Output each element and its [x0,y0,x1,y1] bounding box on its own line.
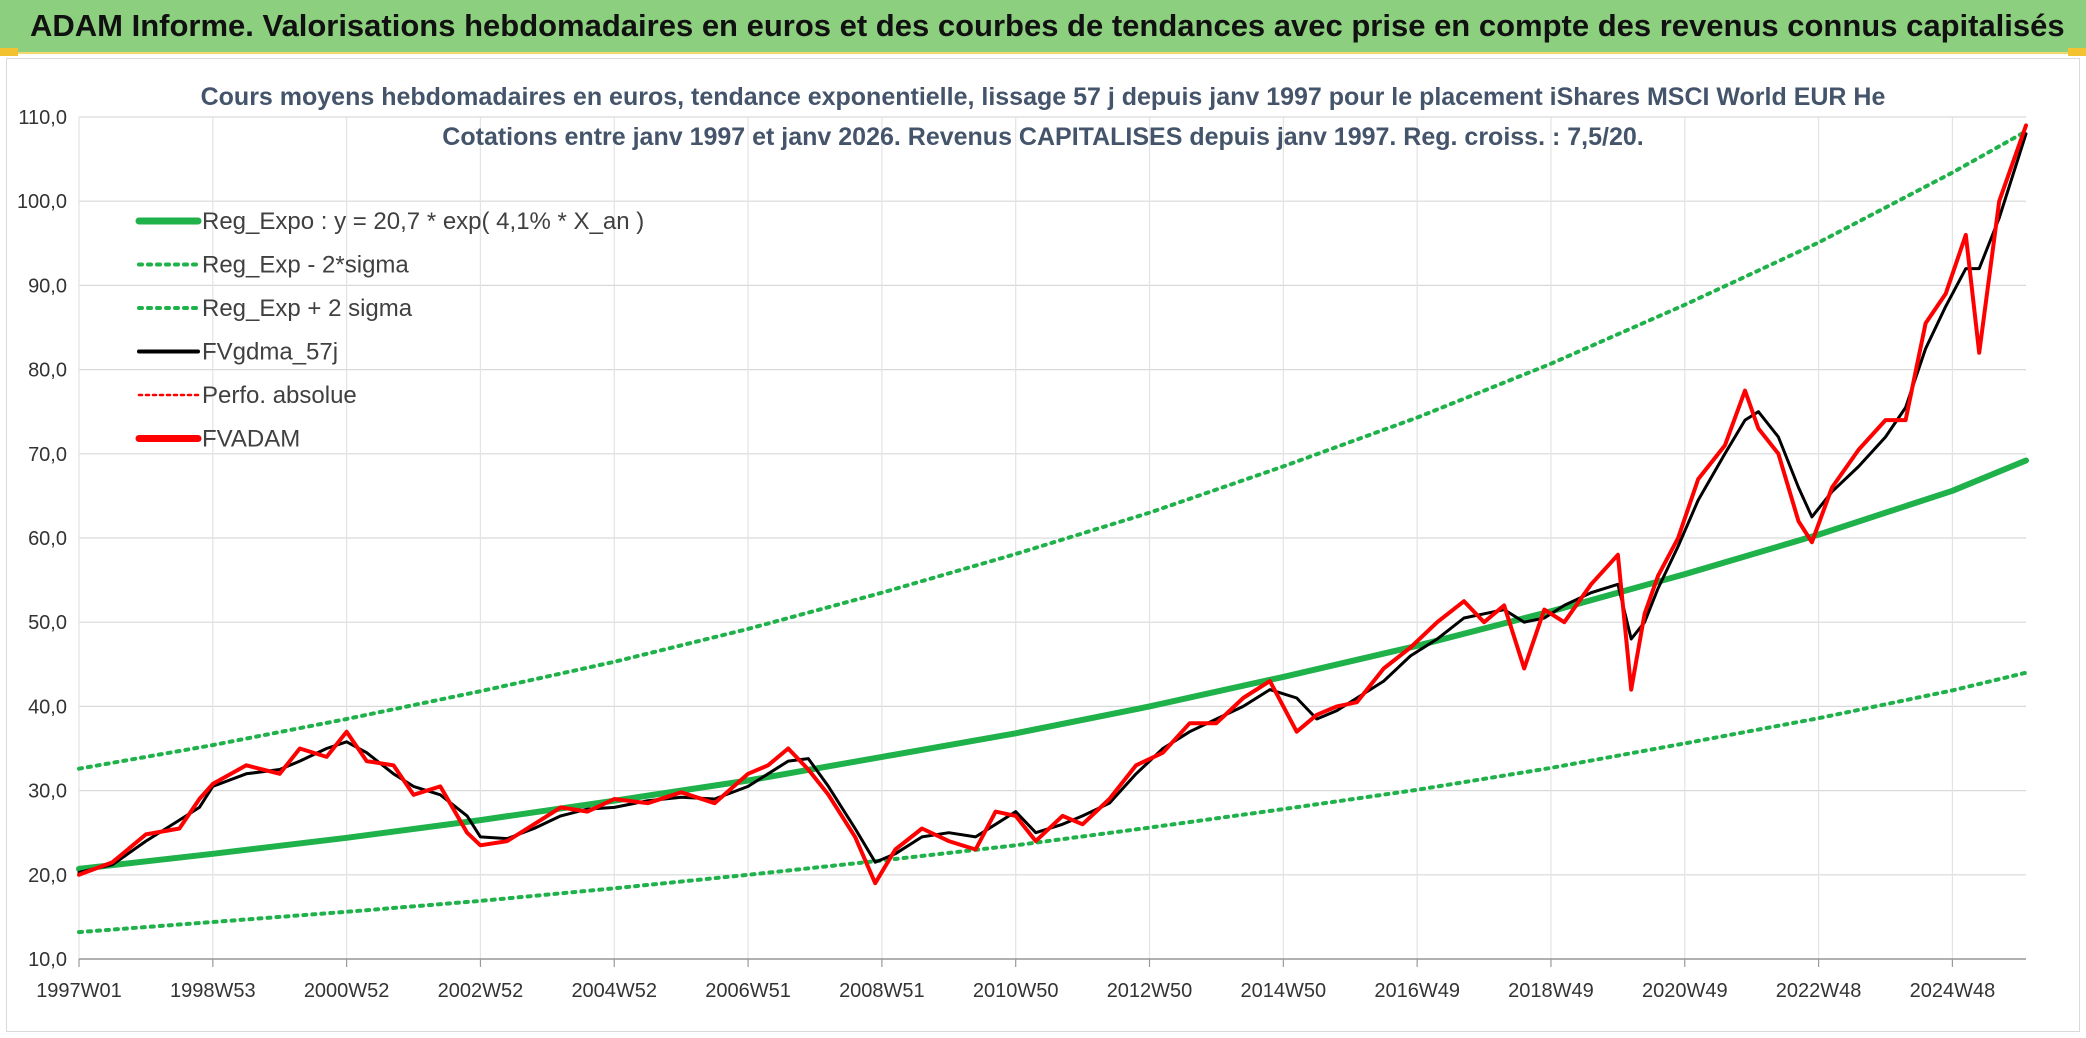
x-tick-label: 2022W48 [1776,980,1862,1002]
x-tick-label: 2000W52 [304,980,390,1002]
y-tick-label: 10,0 [28,949,67,971]
x-tick-label: 2018W49 [1508,980,1594,1002]
banner-corner-left [0,48,18,56]
x-tick-label: 2002W52 [438,980,524,1002]
legend-label: Reg_Exp - 2*sigma [202,252,409,279]
series-line-reg-plus-2sigma [77,129,2028,771]
y-tick-label: 110,0 [18,107,67,129]
x-tick-label: 2008W51 [839,980,925,1002]
y-tick-label: 80,0 [28,360,67,382]
series-line-fvgdma-57j [77,132,2028,874]
report-title: ADAM Informe. Valorisations hebdomadaire… [30,8,2065,43]
y-tick-label: 90,0 [28,275,67,297]
x-tick-label: 2006W51 [705,980,791,1002]
legend-label: FVADAM [202,426,300,453]
y-tick-label: 100,0 [17,191,67,213]
x-tick-label: 2014W50 [1241,980,1327,1002]
y-tick-label: 60,0 [28,528,67,550]
y-tick-label: 40,0 [28,696,67,718]
x-tick-label: 2016W49 [1374,980,1460,1002]
y-tick-label: 20,0 [28,865,67,887]
x-tick-label: 2010W50 [973,980,1059,1002]
chart-area: 10,0 20,0 30,0 40,0 50,0 60,0 70,0 80,0 90,0 100,… [6,58,2080,1032]
x-tick-label: 2020W49 [1642,980,1728,1002]
line-chart: 10,0 20,0 30,0 40,0 50,0 60,0 70,0 80,0 90,0 100,… [17,83,2029,1002]
series-line-reg-minus-2sigma [77,670,2028,935]
chart-title-line: Cotations entre janv 1997 et janv 2026. … [442,123,1643,151]
x-tick-label: 2024W48 [1910,980,1996,1002]
banner-corner-right [2068,48,2086,56]
y-tick-label: 30,0 [28,781,67,803]
series-line-fvadam [77,123,2028,886]
x-tick-label: 1997W01 [36,980,122,1002]
chart-title-line: Cours moyens hebdomadaires en euros, ten… [201,83,1886,111]
x-tick-label: 2012W50 [1107,980,1193,1002]
x-tick-label: 1998W53 [170,980,256,1002]
series-line-reg-expo [76,457,2029,872]
y-tick-label: 70,0 [28,444,67,466]
legend-label: Reg_Exp + 2 sigma [202,295,413,322]
legend-label: Reg_Expo : y = 20,7 * exp( 4,1% * X_an ) [202,208,644,235]
legend-label: FVgdma_57j [202,339,338,366]
x-tick-label: 2004W52 [571,980,657,1002]
y-tick-label: 50,0 [28,612,67,634]
report-banner: ADAM Informe. Valorisations hebdomadaire… [0,0,2086,54]
legend-label: Perfo. absolue [202,382,357,409]
